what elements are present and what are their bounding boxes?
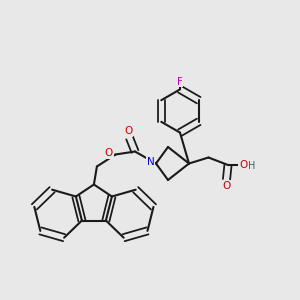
Text: O: O xyxy=(105,148,113,158)
Text: O: O xyxy=(239,160,247,170)
Text: O: O xyxy=(124,126,132,136)
Text: F: F xyxy=(177,77,183,87)
Text: N: N xyxy=(147,157,154,167)
Text: H: H xyxy=(248,161,256,171)
Text: O: O xyxy=(222,181,231,191)
